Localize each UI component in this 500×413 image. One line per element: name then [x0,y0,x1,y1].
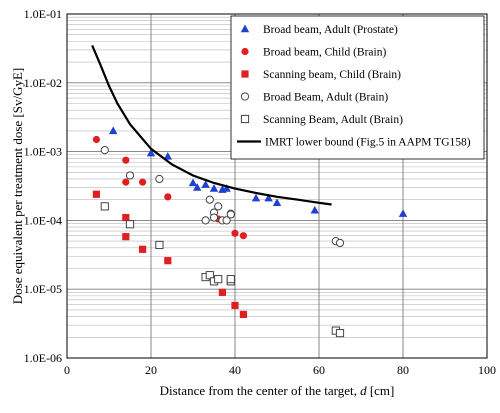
data-point [122,178,130,186]
data-point [239,310,247,319]
legend-box [230,15,485,160]
data-point [272,198,282,207]
legend-label: Scanning Beam, Adult (Brain) [263,114,403,126]
data-point [205,195,214,204]
legend-swatch [240,92,250,101]
data-point [155,240,164,250]
data-point [146,148,156,157]
data-point [92,190,100,198]
x-axis-title-variable: d [360,383,367,398]
data-point [209,184,219,192]
data-point [100,146,109,155]
data-point [201,216,210,225]
data-point [335,329,345,338]
legend-label: Broad beam, Child (Brain) [263,47,386,59]
y-tick-label: 1.0E-06 [24,351,62,365]
series-5 [100,202,345,338]
data-point [214,275,223,284]
legend-swatch [240,24,250,33]
data-point [122,156,130,164]
data-point [164,257,172,265]
imrt-lower-bound-line [91,44,332,206]
data-point [193,183,202,191]
legend-label: Broad beam, Adult (Prostate) [263,24,398,36]
x-axis-title-text: Distance from the center of the target, [160,383,360,398]
data-point [139,245,147,253]
data-point [122,213,130,222]
data-point [92,135,100,144]
data-point [205,271,214,280]
y-tick-label: 1.0E-05 [24,282,62,296]
y-tick-label: 1.0E-04 [24,213,62,227]
legend: Broad beam, Adult (Prostate) Broad beam, … [230,15,485,160]
x-axis-title-unit: [cm] [367,383,395,398]
data-point [226,210,235,219]
data-point [188,178,198,187]
legend-swatch [241,47,249,56]
series-1 [109,126,408,217]
data-point [214,202,223,211]
data-point [222,184,231,192]
data-point [209,213,219,222]
data-point [100,202,109,211]
y-tick-label: 1.0E-01 [24,7,62,21]
series-6 [91,44,332,206]
data-point [125,220,135,229]
x-tick-label: 80 [397,363,409,377]
data-point [109,126,118,135]
legend-label: Scanning beam, Child (Brain) [263,69,401,81]
x-tick-label: 60 [313,363,325,377]
x-tick-label: 40 [229,363,241,377]
data-point [122,233,130,241]
data-point [239,232,247,240]
data-point [335,238,345,248]
data-point [125,171,135,180]
data-point [264,193,273,202]
series-layer [91,44,408,338]
x-axis-ticks: 0 20 40 60 80 100 [64,363,496,377]
y-tick-label: 1.0E-02 [24,76,62,90]
data-point [231,301,239,310]
data-point [155,174,164,184]
x-tick-label: 20 [145,363,157,377]
y-tick-label: 1.0E-03 [24,145,62,159]
data-point [310,205,319,214]
data-point [226,275,235,284]
series-3 [92,190,247,319]
legend-swatch [240,114,250,124]
series-4 [100,146,345,248]
y-axis-title: Dose equivalent per treatment dose [Sv/G… [10,68,25,304]
data-point [164,193,172,201]
x-tick-label: 100 [478,363,496,377]
legend-label: Broad Beam, Adult (Brain) [263,92,388,104]
plot-frame [66,13,488,359]
data-point [231,229,239,237]
x-tick-label: 0 [64,363,70,377]
legend-swatch [241,70,249,78]
x-axis-title: Distance from the center of the target, … [160,383,395,398]
data-point [218,288,226,296]
data-point [139,178,147,186]
data-point [163,151,172,160]
y-axis-ticks: 1.0E-06 1.0E-05 1.0E-04 1.0E-03 1.0E-02 1.0E-… [24,7,62,365]
legend-label: IMRT lower bound (Fig.5 in AAPM TG158) [265,137,471,149]
data-point [251,193,261,202]
data-point [398,209,408,217]
data-point [201,180,210,188]
data-point [222,216,231,225]
